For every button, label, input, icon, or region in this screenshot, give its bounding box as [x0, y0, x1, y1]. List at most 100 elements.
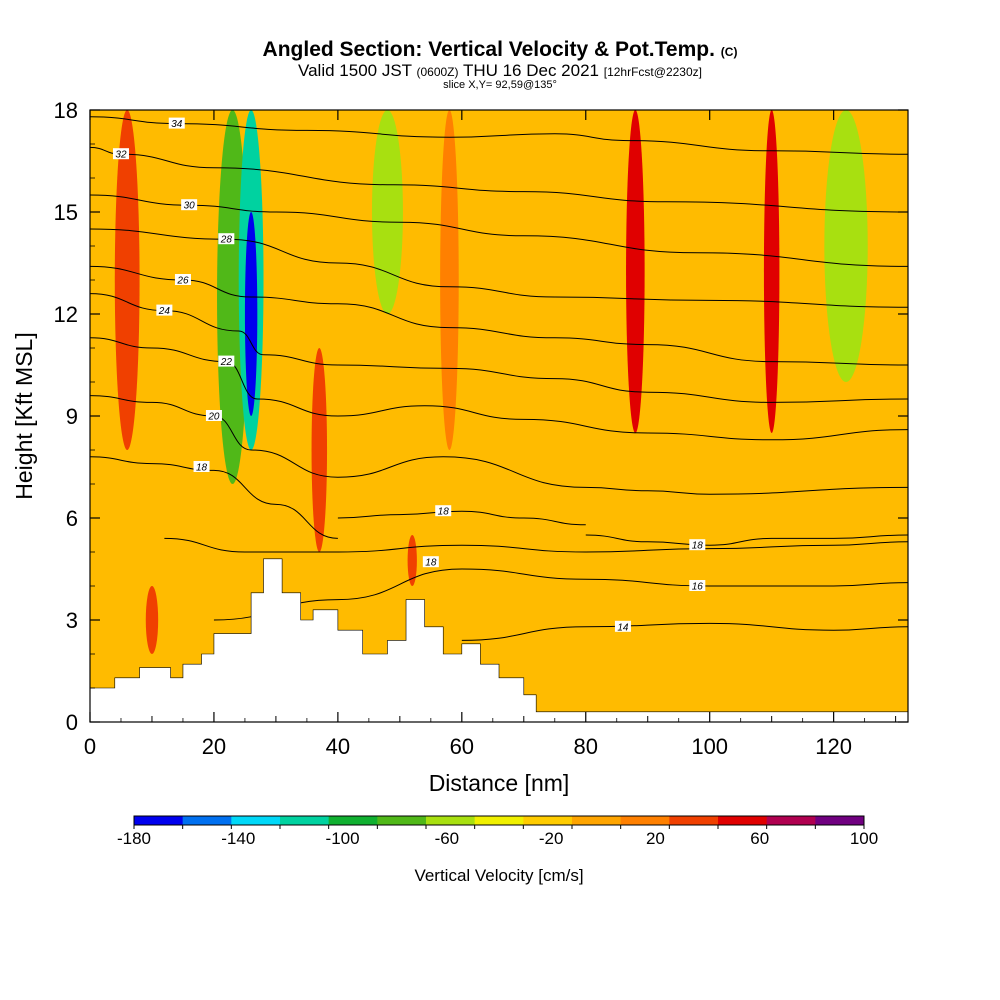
velocity-band [824, 110, 868, 382]
colorbar-swatch [572, 816, 622, 825]
theta-contour-line [585, 534, 908, 546]
y-tick-label: 18 [54, 98, 78, 123]
contour-label: 18 [692, 541, 704, 552]
contour-label-bg [218, 355, 235, 367]
contour-label: 24 [158, 306, 171, 317]
colorbar-swatch [620, 816, 670, 825]
velocity-band [440, 110, 459, 450]
theta-contour-line [461, 622, 908, 641]
contour-label-bg [181, 199, 198, 211]
chart-title: Angled Section: Vertical Velocity & Pot.… [263, 38, 738, 61]
colorbar-tick-label: -60 [435, 829, 460, 848]
colorbar-tick-label: 20 [646, 829, 665, 848]
contour-label: 28 [220, 235, 233, 246]
colorbar-swatch [280, 816, 330, 825]
theta-contour-line [90, 395, 908, 495]
contour-label: 32 [115, 150, 127, 161]
velocity-band [763, 110, 780, 433]
contour-label-bg [689, 539, 706, 551]
theta-contour-line [90, 337, 908, 441]
x-axis-label: Distance [nm] [429, 770, 570, 796]
contour-label: 26 [176, 276, 189, 287]
velocity-band [371, 110, 403, 314]
contour-label: 18 [438, 507, 450, 518]
colorbar [133, 815, 865, 829]
colorbar-tick-label: 100 [850, 829, 878, 848]
contour-label-bg [168, 117, 185, 129]
colorbar-label: Vertical Velocity [cm/s] [414, 866, 583, 885]
velocity-band [311, 348, 328, 552]
velocity-band [244, 212, 258, 416]
chart-subtitle: Valid 1500 JST (0600Z) THU 16 Dec 2021 [… [298, 61, 702, 80]
contour-label: 20 [207, 412, 220, 423]
colorbar-swatch [231, 816, 281, 825]
theta-contour-line [164, 537, 908, 553]
velocity-bands [114, 110, 868, 654]
contour-label: 30 [184, 201, 196, 212]
plot-area: 14 16 18 18 18 18 20 22 24 26 28 30 32 34 [90, 110, 908, 722]
colorbar-frame [133, 815, 865, 826]
contour-label-bg [193, 461, 210, 472]
x-tick-label: 20 [202, 734, 226, 759]
contour-label-bg [614, 620, 631, 632]
colorbar-swatch [718, 816, 768, 825]
theta-contour-line [337, 510, 586, 526]
colorbar-swatch [182, 816, 232, 825]
y-tick-label: 15 [54, 200, 78, 225]
y-tick-label: 12 [54, 302, 78, 327]
colorbar-swatch [815, 816, 865, 825]
colorbar-swatch [377, 816, 427, 825]
contour-label: 22 [220, 357, 233, 368]
theta-contour-line [90, 456, 338, 539]
terrain [90, 558, 908, 722]
contour-label-bg [689, 580, 706, 591]
contour-label-bg [174, 274, 191, 285]
contour-label: 18 [425, 558, 437, 569]
colorbar-tick-labels: -180 -140 -100 -60 -20 20 60 100 [117, 829, 878, 848]
colorbar-tick-label: -100 [326, 829, 360, 848]
contour-label-bg [435, 505, 452, 517]
colorbar-tick-label: -180 [117, 829, 151, 848]
y-tick-label: 9 [66, 404, 78, 429]
theta-contour-line [90, 146, 908, 213]
contour-label: 34 [171, 119, 183, 130]
x-tick-label: 40 [326, 734, 350, 759]
velocity-band [114, 110, 140, 450]
colorbar-tick-label: 60 [750, 829, 769, 848]
theta-contour-line [90, 265, 908, 366]
theta-contour-line [90, 116, 908, 155]
colorbar-tick-label: -20 [539, 829, 564, 848]
y-tick-label: 3 [66, 608, 78, 633]
colorbar-swatch [328, 816, 378, 825]
velocity-band [145, 586, 159, 654]
colorbar-swatch [134, 816, 184, 825]
colorbar-tick-label: -140 [221, 829, 255, 848]
contour-label-bg [422, 556, 439, 568]
x-tick-label: 80 [574, 734, 598, 759]
colorbar-swatch [426, 816, 476, 825]
x-tick-label: 0 [84, 734, 96, 759]
x-tick-label: 120 [815, 734, 852, 759]
velocity-band [626, 110, 645, 433]
y-axis: 0 3 6 9 12 15 18 [54, 98, 908, 735]
contour-label-bg [205, 410, 222, 421]
contour-label: 14 [617, 622, 629, 633]
colorbar-swatch [766, 816, 816, 825]
contour-label-bg [112, 148, 129, 160]
colorbar-swatch [474, 816, 524, 825]
contour-label: 18 [196, 463, 208, 474]
contour-label-bg [218, 233, 235, 245]
y-tick-label: 6 [66, 506, 78, 531]
y-tick-label: 0 [66, 710, 78, 735]
theta-contour-line [90, 293, 908, 403]
contour-label: 16 [692, 582, 704, 593]
contour-labels: 14 16 18 18 18 18 20 22 24 26 28 30 32 34 [112, 117, 706, 633]
contour-label-bg [156, 304, 173, 316]
x-axis: 0 20 40 60 80 100 120 [84, 110, 897, 759]
y-axis-label: Height [Kft MSL] [11, 332, 37, 499]
x-tick-label: 60 [450, 734, 474, 759]
potential-temperature-contours [90, 116, 908, 641]
slice-label: slice X,Y= 92,59@135° [443, 79, 557, 91]
theta-contour-line [213, 568, 908, 621]
